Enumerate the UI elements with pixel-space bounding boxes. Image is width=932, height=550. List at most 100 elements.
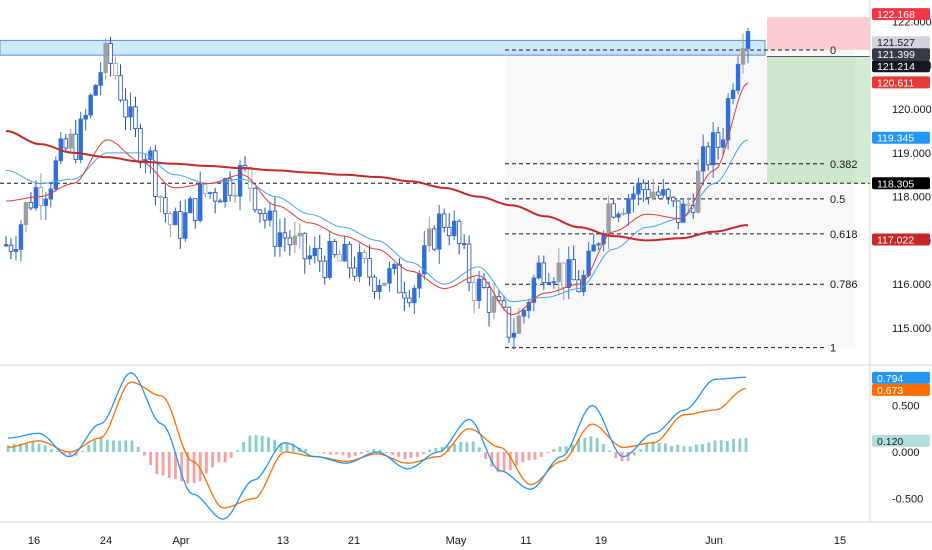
candle [173, 211, 178, 226]
candle [666, 189, 671, 198]
histogram-bar [81, 450, 84, 452]
histogram-bar [694, 444, 698, 452]
histogram-bar [670, 445, 673, 452]
histogram-bar [639, 449, 642, 452]
candle [611, 203, 616, 218]
histogram-bar [341, 452, 345, 456]
candle [735, 63, 741, 91]
histogram-bar [521, 452, 525, 463]
histogram-bar [353, 452, 357, 456]
histogram-bar [143, 452, 146, 456]
price-tag [872, 60, 930, 73]
histogram-bar [589, 436, 593, 452]
ma-slow-line [5, 139, 749, 303]
candle [392, 263, 397, 270]
candle [217, 200, 223, 203]
histogram-bar [260, 435, 264, 452]
candle [531, 277, 537, 303]
histogram-bar [347, 452, 351, 458]
price-tag-label: 118.305 [877, 178, 914, 190]
price-tag-label: 117.022 [877, 234, 914, 246]
candle [651, 191, 656, 199]
histogram-bar [366, 450, 370, 452]
candle [561, 262, 566, 288]
candle [307, 255, 312, 260]
price-tag [872, 8, 930, 21]
histogram-bar [37, 443, 41, 452]
histogram-bar [6, 445, 10, 452]
fib-level-label: 1 [830, 343, 836, 355]
candle [422, 245, 427, 275]
histogram-bar [508, 452, 512, 471]
candle [730, 89, 736, 99]
candle [118, 75, 123, 101]
price-pane[interactable]: 0 0.382 0.5 0.618 0.786 1 [0, 17, 870, 355]
histogram-bar [192, 452, 196, 484]
histogram-bar [155, 452, 159, 475]
time-tick-label: 16 [28, 535, 40, 547]
candle [491, 296, 497, 313]
histogram-bar [564, 446, 568, 452]
candle [720, 139, 726, 148]
histogram-bar [316, 452, 320, 453]
histogram-bar [663, 443, 667, 452]
candle [511, 332, 517, 338]
resistance-zone [0, 39, 766, 56]
price-tick-label: 120.000 [892, 104, 932, 116]
histogram-bar [657, 442, 661, 452]
candle [407, 297, 412, 304]
candle [616, 213, 621, 218]
histogram-bar [502, 452, 506, 473]
price-tag-label: 121.527 [877, 37, 915, 49]
candle [352, 267, 357, 277]
candle [377, 285, 382, 292]
histogram-bar [595, 437, 599, 452]
candle [198, 183, 203, 221]
candle [581, 274, 586, 293]
candle [103, 43, 108, 73]
histogram-bar [254, 435, 258, 452]
candle [451, 220, 457, 237]
histogram-bar [744, 437, 748, 452]
histogram-bar [118, 440, 122, 452]
candle [267, 210, 273, 221]
candle [163, 197, 168, 214]
price-tag-label: 119.345 [877, 133, 914, 145]
macd-pane[interactable] [6, 371, 748, 520]
candle [466, 243, 472, 284]
candle [596, 243, 601, 246]
candle [332, 241, 337, 256]
candle [606, 203, 611, 235]
candle [536, 262, 542, 279]
candle [78, 118, 83, 160]
histogram-bar [601, 444, 605, 452]
histogram-bar [558, 446, 562, 452]
candle [68, 133, 73, 149]
histogram-bar [161, 452, 165, 476]
candle [262, 213, 268, 221]
price-tag [872, 131, 930, 144]
candle [417, 273, 422, 289]
histogram-bar [732, 438, 735, 452]
fib-level-label: 0.382 [830, 159, 858, 171]
price-tag-label: 121.399 [877, 49, 915, 61]
histogram-bar [335, 452, 339, 455]
candle [242, 165, 248, 168]
time-tick-label: 19 [595, 535, 607, 547]
time-tick-label: May [446, 535, 467, 547]
histogram-bar [229, 452, 233, 458]
candle [397, 263, 402, 294]
price-tag [872, 76, 930, 89]
candle [631, 193, 636, 200]
histogram-bar [539, 452, 543, 457]
histogram-bar [180, 452, 184, 482]
candle [387, 268, 392, 284]
candle [207, 192, 213, 194]
histogram-bar [43, 445, 47, 452]
candle [168, 213, 173, 226]
candle [8, 244, 14, 252]
candle [521, 310, 527, 317]
histogram-bar [167, 452, 171, 479]
